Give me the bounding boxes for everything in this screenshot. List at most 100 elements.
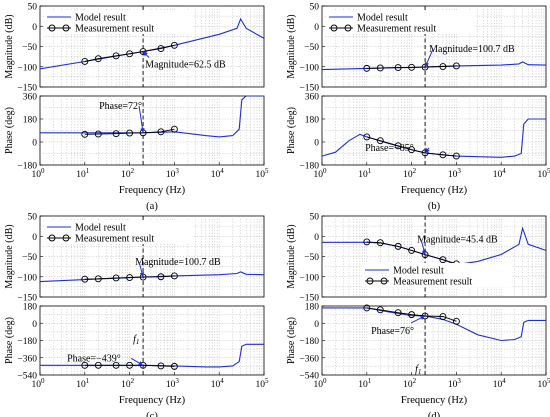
magnitude-ytick-label: −50	[22, 43, 37, 53]
xtick-label: 105	[256, 377, 270, 390]
legend-label: Measurement result	[75, 234, 154, 245]
xtick-label: 105	[538, 377, 550, 390]
legend-measurement-marker	[380, 277, 388, 285]
magnitude-ytick-label: 0	[32, 23, 37, 33]
magnitude-measurement-point	[112, 274, 120, 282]
legend-label: Measurement result	[357, 24, 436, 35]
phase-ytick-label: −180	[299, 162, 319, 172]
magnitude-ytick-label: 0	[314, 233, 319, 243]
phase-annotation-arrowhead	[420, 315, 426, 320]
phase-ytick-label: 360	[23, 93, 38, 103]
magnitude-annotation-text: Magnitude=45.4 dB	[417, 235, 498, 246]
phase-measurement-point	[408, 146, 416, 154]
phase-ytick-label: 0	[314, 320, 319, 330]
xtick-label: 101	[358, 167, 372, 180]
magnitude-measurement-point	[126, 274, 134, 282]
magnitude-measurement-point	[363, 238, 371, 246]
phase-measurement-point	[439, 313, 447, 320]
phase-measurement-point	[126, 129, 134, 137]
xtick-label: 100	[314, 377, 328, 390]
xtick-label: 102	[403, 167, 417, 180]
xtick-label: 104	[493, 167, 507, 180]
phase-annotation-text: Phase=−85°	[365, 143, 414, 154]
xtick-label: 100	[32, 167, 46, 180]
phase-measurement-point	[94, 361, 102, 369]
phase-measurement-point	[170, 362, 178, 370]
phase-measurement-point	[394, 142, 402, 150]
magnitude-measurement-line	[366, 65, 457, 69]
magnitude-ytick-label: −150	[299, 294, 319, 304]
magnitude-measurement-point	[94, 55, 102, 63]
xlabel: Frequency (Hz)	[401, 395, 468, 406]
phase-measurement-point	[363, 133, 371, 141]
xtick-label: 105	[538, 167, 550, 180]
phase-annotation-arrowhead	[140, 128, 145, 133]
phase-ytick-label: 180	[305, 303, 320, 313]
phase-annotation-arrowhead	[425, 147, 430, 153]
xtick-label: 104	[493, 377, 507, 390]
xtick-label: 103	[166, 377, 180, 390]
magnitude-measurement-point	[394, 64, 402, 72]
magnitude-measurement-point	[408, 246, 416, 254]
phase-measurement-line	[84, 364, 175, 367]
legend-measurement-marker	[62, 24, 70, 32]
magnitude-annotation-text: Magnitude=100.7 dB	[429, 44, 515, 55]
magnitude-annotation-text: Magnitude=62.5 dB	[145, 60, 226, 71]
phase-ylabel: Phase (deg)	[286, 317, 297, 364]
magnitude-measurement-point	[439, 63, 447, 70]
magnitude-measurement-point	[170, 41, 178, 49]
xtick-label: 104	[211, 377, 225, 390]
phase-ytick-label: −360	[17, 354, 37, 364]
magnitude-measurement-point	[376, 64, 384, 72]
magnitude-ylabel: Magnitude (dB)	[286, 14, 297, 78]
phase-annotation-text: Phase=76°	[371, 326, 414, 337]
magnitude-annotation-arrowhead	[421, 249, 427, 255]
magnitude-ytick-label: 50	[28, 213, 38, 223]
phase-measurement-point	[112, 361, 120, 369]
phase-measurement-point	[363, 304, 371, 312]
xtick-label: 100	[32, 377, 46, 390]
magnitude-ytick-label: 50	[28, 3, 38, 13]
xtick-label: 105	[256, 167, 270, 180]
phase-model-line	[40, 95, 264, 138]
xlabel: Frequency (Hz)	[401, 185, 468, 196]
phase-ytick-label: 360	[305, 93, 320, 103]
phase-ytick-label: 0	[314, 139, 319, 149]
magnitude-ytick-label: −100	[17, 63, 37, 73]
phase-measurement-point	[81, 361, 89, 369]
phase-ytick-label: −540	[299, 372, 319, 382]
magnitude-ylabel: Magnitude (dB)	[286, 224, 297, 288]
magnitude-ytick-label: −100	[299, 63, 319, 73]
phase-ytick-label: −180	[299, 337, 319, 347]
magnitude-ytick-label: 50	[310, 213, 320, 223]
magnitude-annotation-arrowhead	[139, 272, 145, 278]
phase-measurement-point	[112, 130, 120, 138]
magnitude-measurement-point	[170, 272, 178, 280]
legend-label: Model result	[75, 223, 126, 234]
legend-label: Model result	[357, 13, 408, 24]
phase-ytick-label: −180	[17, 162, 37, 172]
phase-ytick-label: −540	[17, 372, 37, 382]
phase-ylabel: Phase (deg)	[286, 107, 297, 154]
phase-annotation-arrow	[138, 105, 144, 133]
magnitude-ylabel: Magnitude (dB)	[4, 224, 15, 288]
magnitude-measurement-point	[408, 63, 416, 71]
phase-model-line	[322, 307, 546, 342]
phase-measurement-point	[81, 130, 89, 138]
phase-ytick-label: 0	[32, 139, 37, 149]
magnitude-ytick-label: −50	[22, 253, 37, 263]
legend-measurement-marker	[62, 234, 70, 242]
phase-measurement-point	[452, 152, 460, 160]
xtick-label: 102	[121, 167, 135, 180]
phase-annotation-arrowhead	[138, 361, 144, 366]
phase-ytick-label: 0	[32, 320, 37, 330]
phase-measurement-point	[94, 130, 102, 138]
